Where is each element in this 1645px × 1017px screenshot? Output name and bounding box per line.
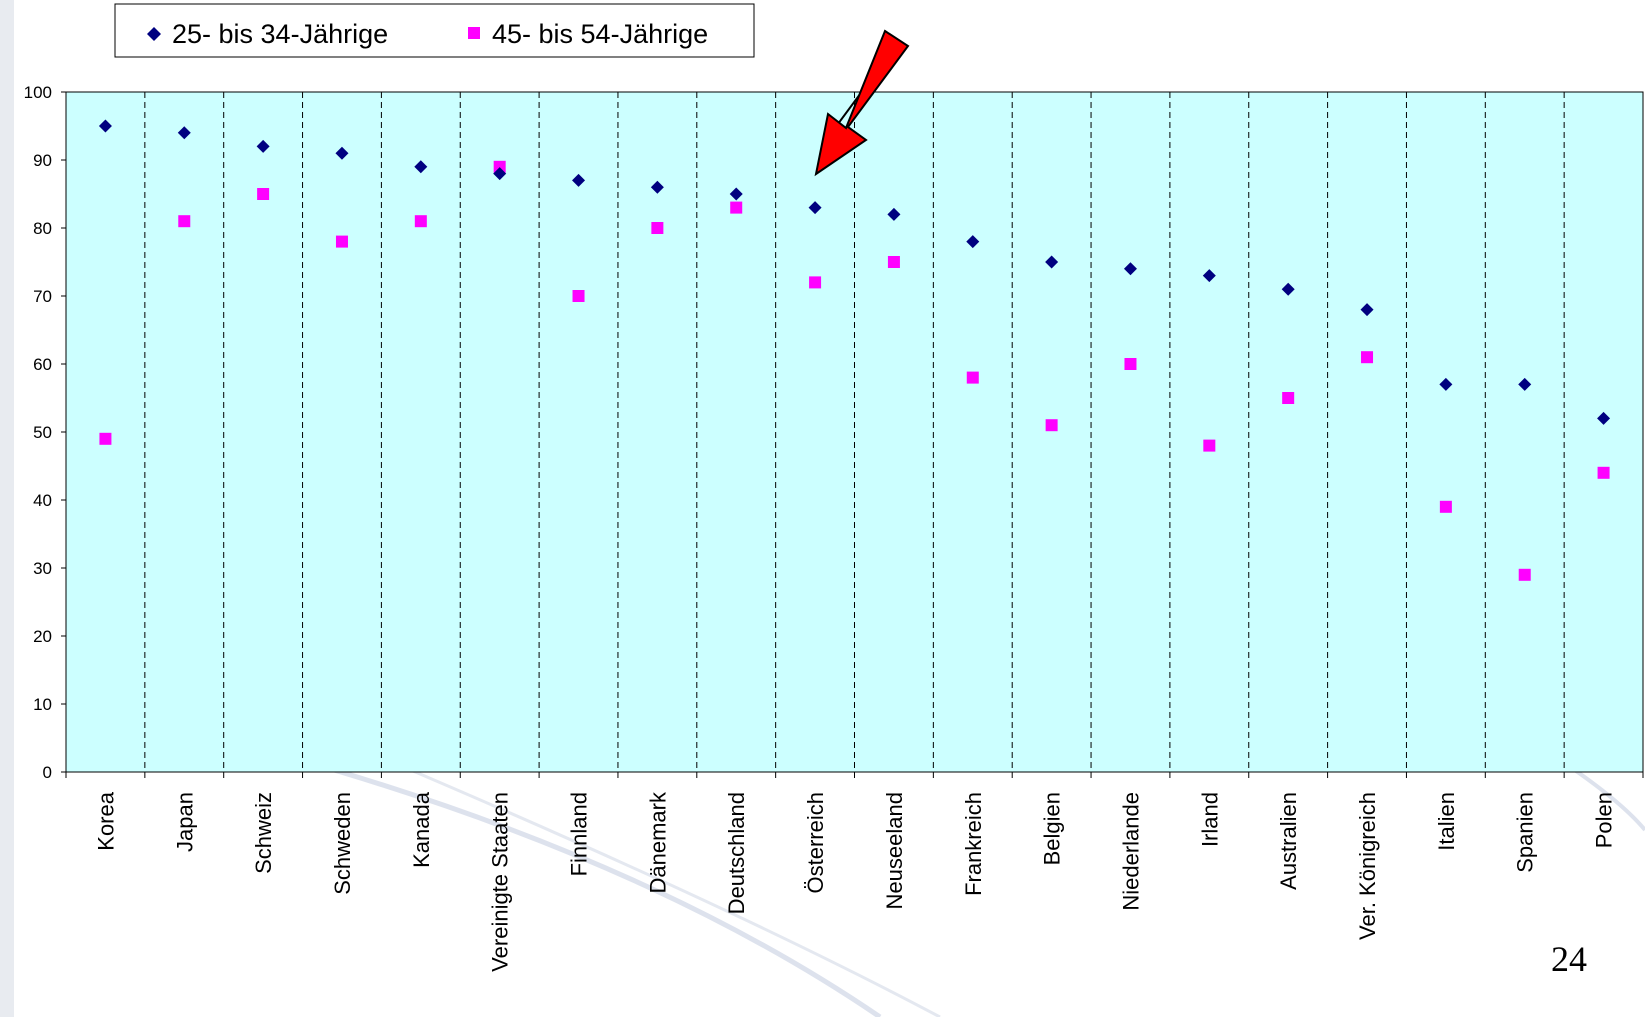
- x-category-label: Italien: [1434, 792, 1459, 851]
- x-category-label: Spanien: [1513, 792, 1538, 873]
- data-point-series-1: [414, 160, 428, 174]
- y-tick-label: 90: [33, 151, 52, 170]
- data-point-series-1: [572, 173, 586, 187]
- legend-label-series-1: 25- bis 34-Jährige: [172, 19, 388, 49]
- legend-marker-series-1: [147, 27, 161, 41]
- data-point-series-1: [1439, 377, 1453, 391]
- data-point-series-1: [1360, 303, 1374, 317]
- y-tick-label: 60: [33, 355, 52, 374]
- data-point-series-2: [1518, 568, 1531, 581]
- data-point-series-1: [493, 167, 507, 181]
- y-tick-label: 40: [33, 491, 52, 510]
- legend-marker-series-2: [468, 27, 480, 39]
- y-tick-labels: 0 10 20 30 40 50 60 70 80 90 100: [24, 83, 52, 782]
- y-tick-label: 100: [24, 83, 52, 102]
- x-category-label: Niederlande: [1118, 792, 1143, 911]
- data-point-series-1: [335, 146, 349, 160]
- data-point-series-1: [98, 119, 112, 133]
- x-category-label: Japan: [172, 792, 197, 852]
- data-point-series-1: [887, 207, 901, 221]
- y-tick-label: 0: [43, 763, 52, 782]
- data-point-series-2: [1045, 419, 1058, 432]
- data-point-series-1: [650, 180, 664, 194]
- x-category-label: Dänemark: [645, 791, 670, 893]
- data-point-series-1: [1045, 255, 1059, 269]
- data-point-series-1: [1281, 282, 1295, 296]
- y-tick-label: 80: [33, 219, 52, 238]
- data-point-series-2: [730, 201, 743, 214]
- x-category-label: Belgien: [1040, 792, 1065, 865]
- data-point-series-2: [1124, 358, 1137, 370]
- data-point-series-2: [809, 276, 822, 289]
- series-25-34-markers: [98, 119, 1611, 425]
- data-point-series-1: [1518, 377, 1532, 391]
- data-point-series-2: [414, 215, 427, 228]
- y-tick-label: 30: [33, 559, 52, 578]
- data-point-series-2: [1282, 392, 1295, 404]
- x-category-label: Frankreich: [961, 792, 986, 896]
- data-point-series-1: [729, 187, 743, 201]
- x-category-label: Irland: [1197, 792, 1222, 847]
- data-point-series-1: [177, 126, 191, 140]
- x-category-label: Australien: [1276, 792, 1301, 890]
- data-point-series-1: [1123, 262, 1137, 276]
- y-tick-label: 20: [33, 627, 52, 646]
- data-point-series-2: [1203, 439, 1216, 452]
- y-tick-label: 10: [33, 695, 52, 714]
- page-number: 24: [1551, 939, 1587, 979]
- arrow-icon: [814, 29, 910, 177]
- series-45-54-markers: [99, 160, 1610, 581]
- x-category-label: Neuseeland: [882, 792, 907, 909]
- x-category-label: Kanada: [409, 791, 434, 868]
- data-point-series-2: [99, 432, 112, 445]
- data-point-series-2: [1597, 466, 1610, 479]
- data-point-series-1: [808, 201, 822, 215]
- x-category-label: Polen: [1592, 792, 1617, 848]
- data-point-series-2: [1361, 351, 1374, 364]
- data-point-series-2: [493, 160, 506, 173]
- legend-label-series-2: 45- bis 54-Jährige: [492, 19, 708, 49]
- x-category-label: Österreich: [803, 792, 828, 893]
- data-point-series-2: [651, 222, 664, 234]
- data-point-series-2: [966, 371, 979, 384]
- vertical-gridlines: [144, 92, 1565, 772]
- axes: [61, 91, 1644, 778]
- y-tick-label: 50: [33, 423, 52, 442]
- x-category-label: Schweden: [330, 792, 355, 895]
- data-point-series-1: [1202, 269, 1216, 283]
- data-point-series-2: [178, 215, 191, 228]
- x-category-label: Vereinigte Staaten: [488, 792, 513, 972]
- data-point-series-2: [1439, 500, 1452, 513]
- legend: 25- bis 34-Jährige 45- bis 54-Jährige: [114, 3, 755, 58]
- x-category-label: Korea: [93, 791, 118, 850]
- data-point-series-1: [966, 235, 980, 249]
- x-category-label: Schweiz: [251, 792, 276, 874]
- x-category-labels: Korea Japan Schweiz Schweden Kanada Vereinigt…: [93, 791, 1616, 972]
- data-point-series-2: [887, 256, 900, 268]
- data-point-series-2: [335, 235, 348, 248]
- y-tick-label: 70: [33, 287, 52, 306]
- data-point-series-2: [257, 188, 270, 200]
- x-category-label: Deutschland: [724, 792, 749, 914]
- data-point-series-1: [1597, 411, 1611, 425]
- data-point-series-2: [572, 290, 585, 302]
- data-point-series-1: [256, 139, 270, 153]
- red-arrow-annotation: [814, 29, 910, 177]
- legend-box: [114, 3, 755, 58]
- x-category-label: Finnland: [567, 792, 592, 876]
- x-category-label: Ver. Königreich: [1355, 792, 1380, 940]
